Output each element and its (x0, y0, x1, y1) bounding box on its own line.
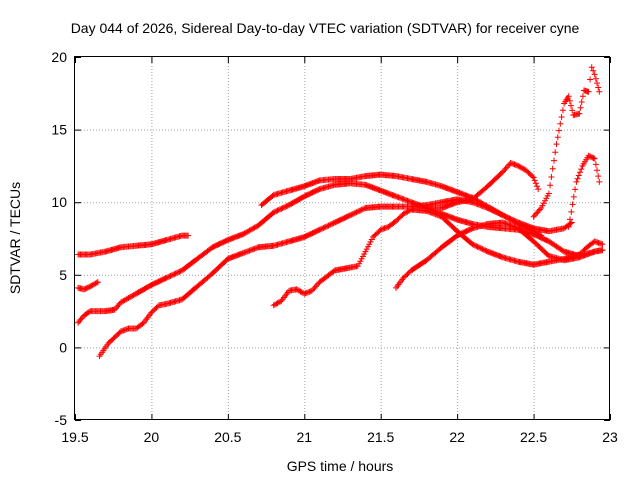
plot-border (74, 56, 610, 420)
series-track-1 (75, 232, 192, 258)
y-tick-label: -5 (55, 412, 68, 428)
x-tick-label: 21.5 (367, 429, 394, 445)
data-points (75, 64, 606, 360)
x-tick-label: 22.5 (520, 429, 547, 445)
series-track-3 (75, 180, 606, 326)
y-tick-label: 0 (59, 339, 67, 355)
series-track-9 (530, 64, 603, 220)
x-tick-label: 20 (144, 429, 160, 445)
series-track-2 (75, 279, 101, 293)
data-marks (530, 64, 603, 220)
data-marks (565, 152, 603, 230)
series-track-7 (393, 219, 606, 291)
series-track-8 (423, 160, 542, 211)
data-marks (75, 232, 192, 258)
series-track-10 (565, 152, 603, 230)
series-track-5 (258, 171, 545, 239)
y-tick-label: 15 (51, 122, 67, 138)
y-tick-label: 5 (59, 267, 67, 283)
x-tick-label: 23 (602, 429, 618, 445)
chart-title: Day 044 of 2026, Sidereal Day-to-day VTE… (71, 20, 580, 36)
y-tick-label: 10 (51, 194, 67, 210)
x-tick-label: 20.5 (214, 429, 241, 445)
x-axis-label: GPS time / hours (287, 458, 394, 474)
y-tick-label: 20 (51, 49, 67, 65)
y-axis-label: SDTVAR / TECUs (7, 182, 23, 294)
axis-ticks: 19.5 20 20.5 21 21.5 22 22.5 23 -5 0 5 10 15 20 (51, 49, 618, 445)
data-marks (75, 279, 101, 293)
x-tick-label: 21 (296, 429, 312, 445)
x-tick-label: 22 (449, 429, 465, 445)
x-tick-label: 19.5 (61, 429, 88, 445)
grid-lines (75, 57, 610, 420)
data-marks (75, 180, 606, 326)
